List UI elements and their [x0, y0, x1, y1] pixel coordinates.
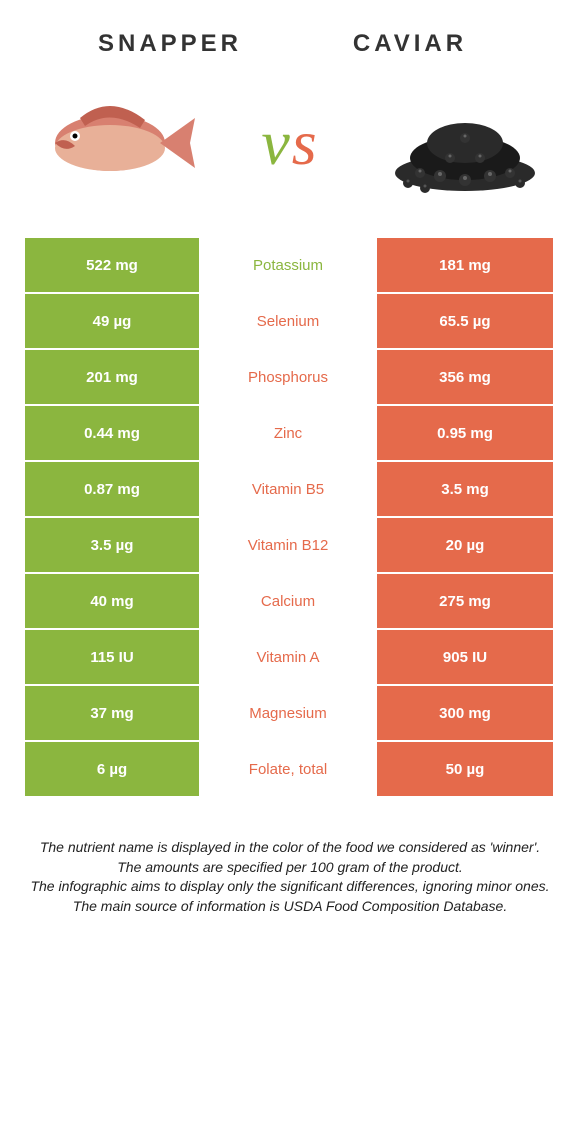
footer-line-2: The amounts are specified per 100 gram o… [30, 858, 550, 878]
table-row: 3.5 µgVitamin B1220 µg [25, 518, 555, 574]
table-row: 0.44 mgZinc0.95 mg [25, 406, 555, 462]
table-row: 40 mgCalcium275 mg [25, 574, 555, 630]
table-row: 37 mgMagnesium300 mg [25, 686, 555, 742]
table-row: 6 µgFolate, total50 µg [25, 742, 555, 798]
left-value-cell: 49 µg [25, 294, 201, 350]
left-value-cell: 37 mg [25, 686, 201, 742]
nutrient-label-cell: Selenium [201, 294, 377, 350]
vs-left-letter: v [261, 107, 291, 178]
right-value-cell: 0.95 mg [377, 406, 553, 462]
table-row: 49 µgSelenium65.5 µg [25, 294, 555, 350]
left-food-title: SNAPPER [50, 30, 290, 58]
nutrient-label-cell: Vitamin B5 [201, 462, 377, 518]
nutrient-label-cell: Phosphorus [201, 350, 377, 406]
right-food-title: CAVIAR [290, 30, 530, 58]
right-value-cell: 356 mg [377, 350, 553, 406]
nutrient-label-cell: Folate, total [201, 742, 377, 798]
images-row: vs [0, 68, 580, 238]
header-titles: SNAPPER CAVIAR [0, 0, 580, 68]
table-row: 0.87 mgVitamin B53.5 mg [25, 462, 555, 518]
right-value-cell: 275 mg [377, 574, 553, 630]
footer-notes: The nutrient name is displayed in the co… [0, 798, 580, 916]
nutrient-table: 522 mgPotassium181 mg49 µgSelenium65.5 µ… [25, 238, 555, 798]
left-value-cell: 6 µg [25, 742, 201, 798]
left-value-cell: 3.5 µg [25, 518, 201, 574]
nutrient-label-cell: Vitamin B12 [201, 518, 377, 574]
nutrient-label-cell: Magnesium [201, 686, 377, 742]
footer-line-4: The main source of information is USDA F… [30, 897, 550, 917]
right-value-cell: 3.5 mg [377, 462, 553, 518]
left-value-cell: 0.87 mg [25, 462, 201, 518]
left-value-cell: 522 mg [25, 238, 201, 294]
infographic-container: SNAPPER CAVIAR vs [0, 0, 580, 916]
left-value-cell: 201 mg [25, 350, 201, 406]
nutrient-label-cell: Zinc [201, 406, 377, 462]
left-value-cell: 40 mg [25, 574, 201, 630]
footer-line-3: The infographic aims to display only the… [30, 877, 550, 897]
left-value-cell: 115 IU [25, 630, 201, 686]
nutrient-label-cell: Potassium [201, 238, 377, 294]
snapper-image [30, 88, 200, 198]
nutrient-label-cell: Vitamin A [201, 630, 377, 686]
footer-line-1: The nutrient name is displayed in the co… [30, 838, 550, 858]
table-row: 522 mgPotassium181 mg [25, 238, 555, 294]
vs-label: vs [261, 106, 318, 180]
table-row: 201 mgPhosphorus356 mg [25, 350, 555, 406]
vs-right-letter: s [292, 107, 319, 178]
left-value-cell: 0.44 mg [25, 406, 201, 462]
right-value-cell: 181 mg [377, 238, 553, 294]
right-value-cell: 65.5 µg [377, 294, 553, 350]
table-row: 115 IUVitamin A905 IU [25, 630, 555, 686]
right-value-cell: 905 IU [377, 630, 553, 686]
caviar-image [380, 88, 550, 198]
nutrient-label-cell: Calcium [201, 574, 377, 630]
right-value-cell: 300 mg [377, 686, 553, 742]
right-value-cell: 20 µg [377, 518, 553, 574]
right-value-cell: 50 µg [377, 742, 553, 798]
